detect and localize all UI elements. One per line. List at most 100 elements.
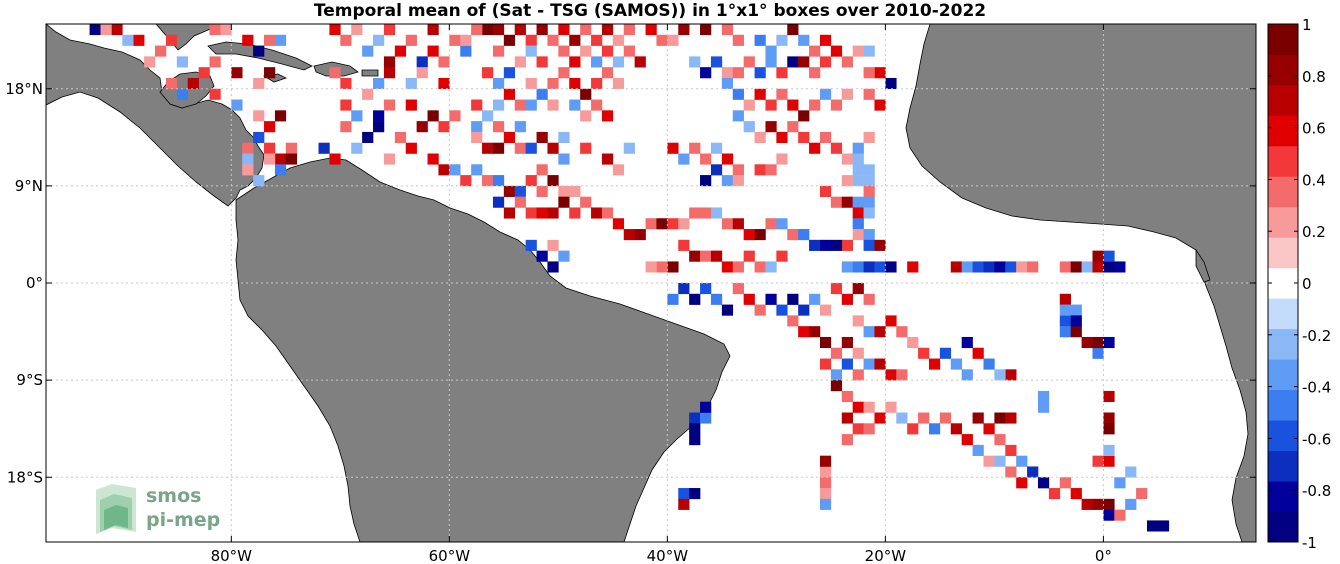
data-cell [253,45,265,57]
data-cell [830,99,843,111]
data-cell [438,77,450,90]
data-cell [972,444,984,456]
data-cell [351,142,363,154]
data-cell [264,121,276,133]
data-cell [907,336,919,349]
data-cell [819,185,832,197]
data-cell [340,99,352,111]
colorbar-segment [1268,84,1298,116]
data-cell [601,110,614,122]
data-cell [514,99,526,111]
colorbar-segment [1268,145,1298,177]
data-cell [983,423,995,435]
data-cell [863,164,875,176]
y-tick-label: 9°S [16,371,43,389]
data-cell [819,304,832,316]
x-tick-label: 20°W [865,547,907,564]
data-cell [329,24,341,36]
data-cell [950,261,962,273]
data-cell [667,261,679,273]
data-cell [427,24,439,36]
data-cell [809,326,821,338]
data-cell [198,67,210,79]
data-cell [732,110,744,122]
data-cell [645,218,657,230]
data-cell [264,67,276,79]
data-cell [645,24,657,36]
data-cell [852,45,864,57]
data-cell [994,369,1006,381]
data-cell [863,229,875,241]
data-cell [907,423,919,435]
data-cell [841,358,853,370]
data-cell [165,77,178,90]
data-cell [994,261,1006,273]
data-cell [558,153,570,165]
colorbar-segment [1268,359,1298,391]
data-cell [819,131,832,144]
data-cell [438,121,450,133]
colorbar-segment [1268,206,1298,238]
data-cell [209,56,221,68]
x-tick-label: 80°W [211,547,253,564]
data-cell [525,142,537,154]
data-cell [264,153,276,165]
data-cell [830,45,843,57]
data-cell [863,261,875,273]
data-cell [253,110,265,122]
data-cell [754,229,766,241]
data-cell [765,99,777,111]
data-cell [1070,326,1082,338]
data-cell [1103,412,1115,424]
data-cell [155,45,167,57]
data-cell [852,261,864,273]
data-cell [1070,304,1082,316]
data-cell [427,153,439,165]
data-cell [580,110,592,122]
data-cell [918,347,930,359]
data-cell [863,131,875,144]
colorbar-segment [1268,389,1298,421]
data-cell [340,77,352,90]
data-cell [525,175,537,187]
data-cell [274,110,287,122]
data-cell [547,34,559,46]
data-cell [776,67,788,79]
data-cell [601,24,614,36]
data-cell [547,239,559,251]
data-cell [798,56,810,68]
data-cell [678,24,690,36]
data-cell [743,229,755,241]
data-cell [285,142,298,154]
data-cell [569,34,581,46]
data-cell [1016,261,1028,273]
data-cell [373,77,385,90]
data-cell [133,34,145,46]
data-cell [558,67,570,79]
data-cell [841,239,853,251]
data-cell [242,142,254,154]
data-cell [700,283,712,295]
data-cell [612,218,625,230]
data-cell [874,67,886,79]
colorbar-segment [1268,267,1298,299]
data-cell [721,77,734,90]
data-cell [721,24,734,36]
data-cell [525,34,537,46]
data-cell [503,185,516,197]
data-cell [514,196,526,208]
data-cell [874,326,886,338]
data-cell [471,164,483,176]
data-cell [994,412,1006,424]
data-cell [383,153,396,165]
data-cell [492,196,505,208]
data-cell [885,369,897,381]
data-cell [896,369,908,381]
data-cell [264,34,276,46]
data-cell [809,142,821,154]
data-cell [819,239,832,251]
data-cell [1103,498,1115,510]
data-cell [580,45,592,57]
data-cell [700,401,712,413]
data-cell [710,142,723,154]
